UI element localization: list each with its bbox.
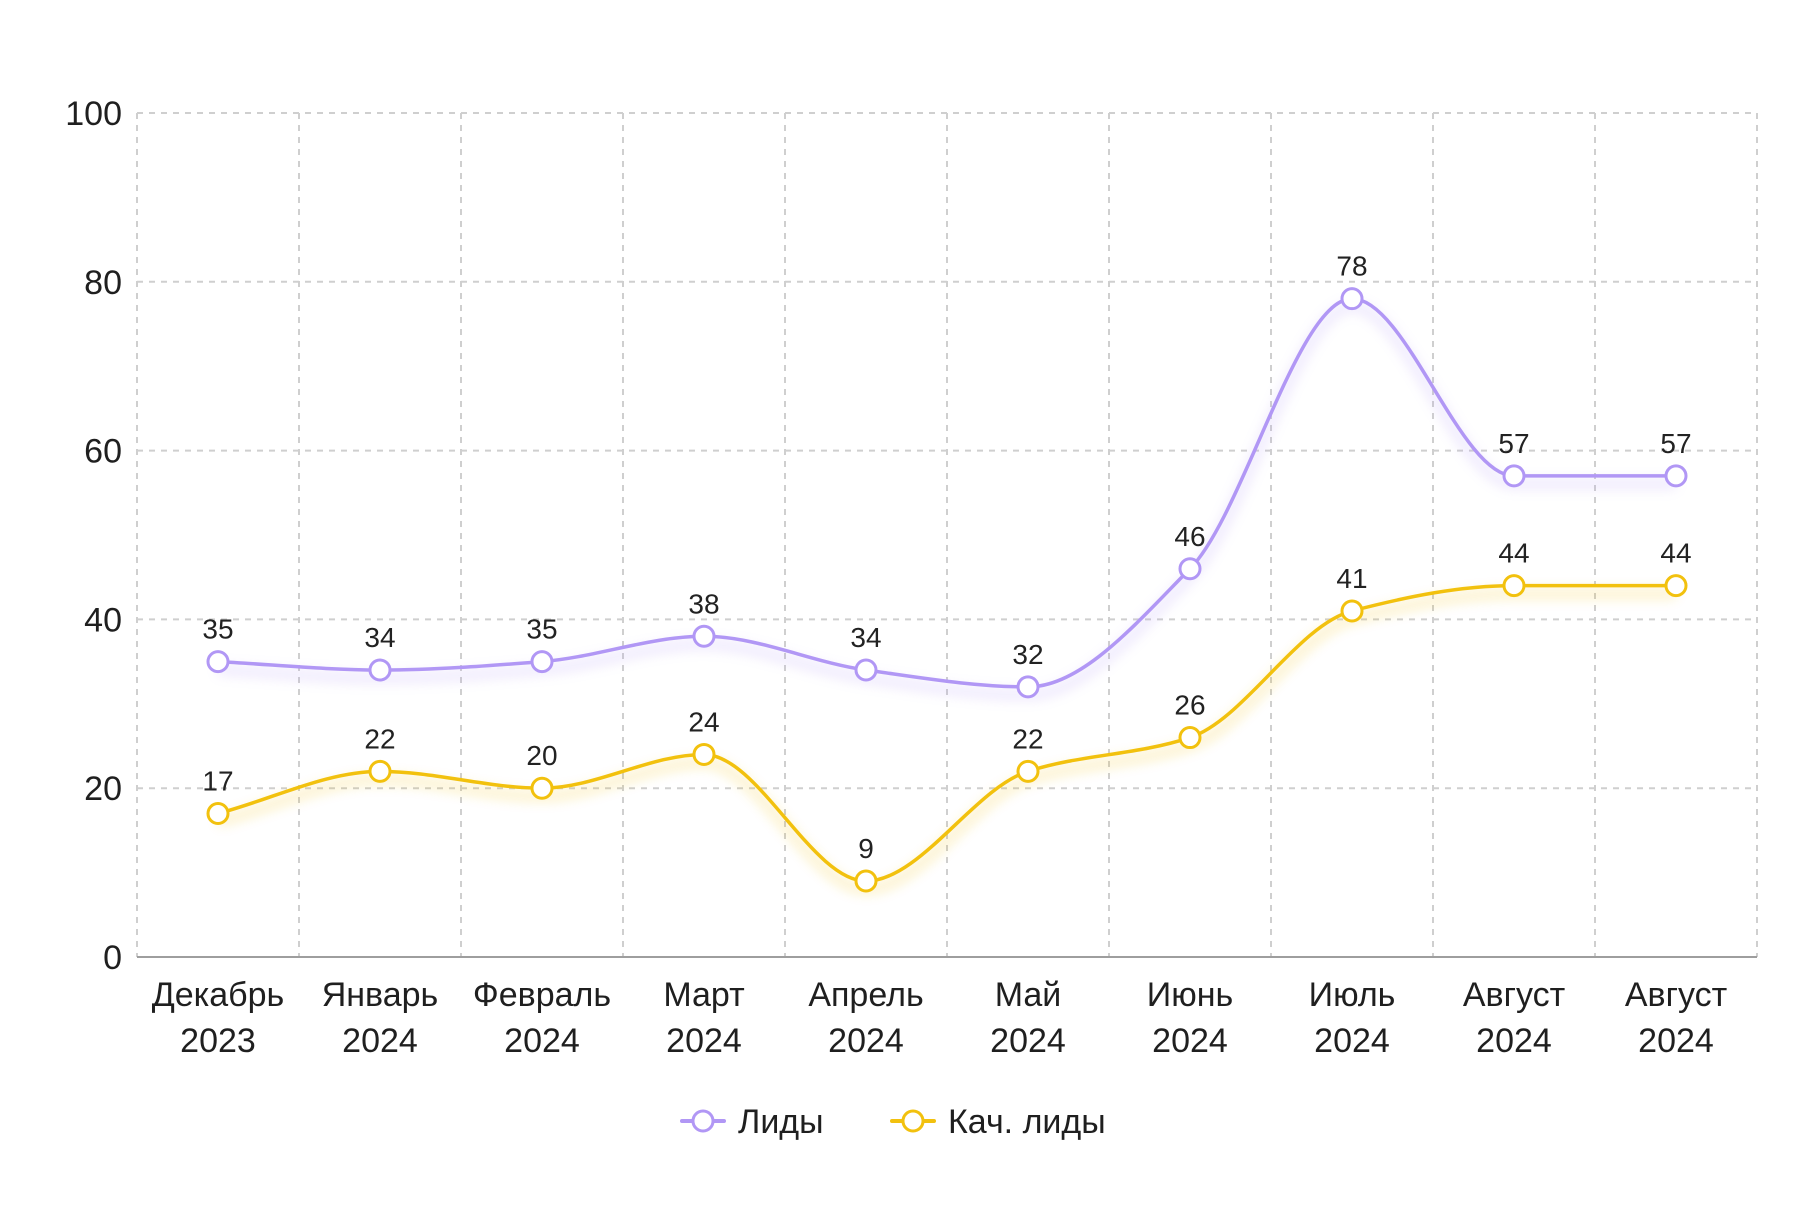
y-tick-label: 100 [65, 95, 122, 133]
legend-label: Лиды [738, 1103, 824, 1141]
x-tick-label: Август 2024 [1463, 976, 1565, 1060]
y-tick-label: 0 [103, 939, 122, 977]
series-2-data-label: 22 [1012, 723, 1043, 754]
series-1-data-label: 35 [202, 614, 233, 645]
series-2-point[interactable] [854, 869, 878, 893]
x-tick-label: Март 2024 [663, 976, 744, 1060]
x-tick-label: Июль 2024 [1309, 976, 1396, 1060]
series-2-data-label: 24 [688, 706, 719, 737]
y-tick-label: 40 [84, 601, 122, 639]
x-tick-label: Апрель 2024 [808, 976, 923, 1060]
series-1-point[interactable] [854, 658, 878, 682]
y-tick-label: 60 [84, 433, 122, 471]
series-1-data-label: 34 [364, 622, 395, 653]
series-1-point[interactable] [692, 624, 716, 648]
series-2-point[interactable] [530, 776, 554, 800]
series-1-data-label: 46 [1174, 521, 1205, 552]
series-2-glow [216, 588, 1676, 895]
series-2-point[interactable] [368, 759, 392, 783]
series-2-data-label: 22 [364, 723, 395, 754]
series-2-data-label: 41 [1336, 563, 1367, 594]
series-2-data-label: 17 [202, 766, 233, 797]
legend-marker-circle [691, 1109, 715, 1133]
y-tick-label: 80 [84, 264, 122, 302]
series-2-data-label: 44 [1660, 538, 1691, 569]
series-2-data-label: 26 [1174, 690, 1205, 721]
x-tick-label: Декабрь 2023 [152, 976, 285, 1060]
series-2-point[interactable] [206, 802, 230, 826]
series-1-point[interactable] [368, 658, 392, 682]
legend: Лиды Кач. лиды [680, 1103, 1106, 1141]
legend-label: Кач. лиды [948, 1103, 1106, 1141]
legend-item-1[interactable]: Лиды [680, 1103, 824, 1141]
series-1-point[interactable] [1502, 464, 1526, 488]
legend-marker-circle [901, 1109, 925, 1133]
series-2-data-label: 20 [526, 740, 557, 771]
series-2-data-label: 9 [858, 833, 874, 864]
y-tick-label: 20 [84, 770, 122, 808]
series-1-data-label: 57 [1498, 428, 1529, 459]
series-2-point[interactable] [1664, 574, 1688, 598]
legend-item-2[interactable]: Кач. лиды [890, 1103, 1106, 1141]
series-1-data-label: 34 [850, 622, 881, 653]
series-1-point[interactable] [1178, 557, 1202, 581]
series-2-point[interactable] [692, 742, 716, 766]
series-1-point[interactable] [206, 650, 230, 674]
x-tick-label: Январь 2024 [322, 976, 439, 1060]
grid [136, 112, 1758, 957]
series-2-point[interactable] [1016, 759, 1040, 783]
series-2-line [216, 583, 1678, 883]
series-1-data-label: 35 [526, 614, 557, 645]
series-2-point[interactable] [1340, 599, 1364, 623]
x-tick-label: Июнь 2024 [1147, 976, 1233, 1060]
x-tick-label: Май 2024 [990, 976, 1066, 1060]
series-1-point[interactable] [1664, 464, 1688, 488]
data-labels: 35 34 35 38 34 32 46 78 57 57 17 22 20 24 9 22 26 41 44 44 [202, 251, 1691, 864]
series-1-data-label: 78 [1336, 251, 1367, 282]
series-2-point[interactable] [1178, 726, 1202, 750]
series-2-data-label: 44 [1498, 538, 1529, 569]
series-1-data-label: 57 [1660, 428, 1691, 459]
x-tick-label: Август 2024 [1625, 976, 1727, 1060]
x-tick-label: Февраль 2024 [473, 976, 611, 1060]
series-1-point[interactable] [1340, 287, 1364, 311]
axes: 0 20 40 60 80 100 Декабрь 2023 Январь 2024 Февраль… [65, 95, 1757, 1060]
series-1-point[interactable] [1016, 675, 1040, 699]
series-2-point[interactable] [1502, 574, 1526, 598]
series-1-data-label: 38 [688, 588, 719, 619]
series-layer [206, 287, 1688, 895]
series-1-point[interactable] [530, 650, 554, 674]
series-1-data-label: 32 [1012, 639, 1043, 670]
